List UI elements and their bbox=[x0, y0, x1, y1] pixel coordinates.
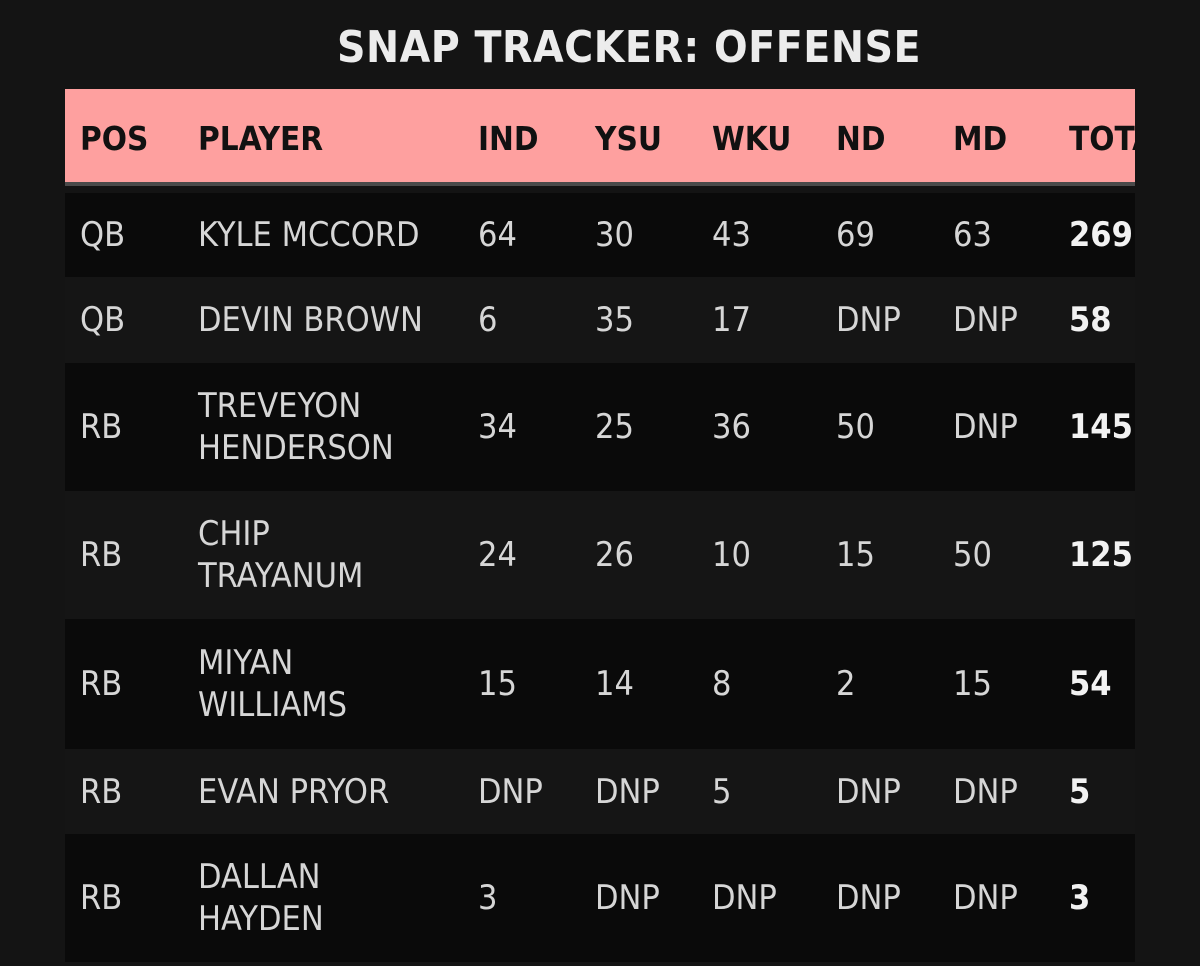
page-title: SNAP TRACKER: OFFENSE bbox=[336, 22, 922, 73]
cell-ind: 24 bbox=[478, 535, 517, 575]
table-row: RB MIYAN WILLIAMS 15 14 8 2 15 54 bbox=[65, 619, 1135, 749]
cell-ind: 34 bbox=[478, 407, 517, 447]
header-pos: POS bbox=[80, 119, 149, 158]
cell-nd: 2 bbox=[836, 664, 856, 704]
cell-wku: DNP bbox=[712, 878, 777, 918]
cell-md: DNP bbox=[953, 878, 1018, 918]
cell-pos: RB bbox=[80, 771, 123, 812]
cell-ysu: 26 bbox=[595, 535, 634, 575]
cell-player: EVAN PRYOR bbox=[198, 771, 390, 812]
cell-wku: 36 bbox=[712, 407, 751, 447]
table-row: RB EVAN PRYOR DNP DNP 5 DNP DNP 5 bbox=[65, 749, 1135, 834]
cell-md: 63 bbox=[953, 215, 992, 255]
cell-total: 145 bbox=[1069, 407, 1133, 447]
cell-total: 269 bbox=[1069, 215, 1133, 255]
cell-wku: 43 bbox=[712, 215, 751, 255]
cell-pos: QB bbox=[80, 215, 126, 255]
cell-nd: 15 bbox=[836, 535, 875, 575]
header-md: MD bbox=[953, 119, 1008, 158]
cell-player: MIYAN WILLIAMS bbox=[198, 643, 348, 725]
cell-total: 5 bbox=[1069, 771, 1091, 812]
cell-ind: 15 bbox=[478, 664, 517, 704]
cell-player: CHIP TRAYANUM bbox=[198, 514, 364, 596]
header-wku: WKU bbox=[712, 119, 792, 158]
cell-nd: DNP bbox=[836, 771, 901, 812]
cell-ind: 3 bbox=[478, 878, 498, 918]
cell-player: TREVEYON HENDERSON bbox=[198, 386, 394, 468]
cell-md: 50 bbox=[953, 535, 992, 575]
header-ysu: YSU bbox=[595, 119, 662, 158]
header-ind: IND bbox=[478, 119, 539, 158]
cell-nd: 50 bbox=[836, 407, 875, 447]
header-total: TOTAL bbox=[1069, 119, 1135, 158]
cell-total: 3 bbox=[1069, 878, 1091, 918]
cell-pos: RB bbox=[80, 535, 123, 575]
table-row: QB DEVIN BROWN 6 35 17 DNP DNP 58 bbox=[65, 277, 1135, 363]
cell-ind: 6 bbox=[478, 300, 498, 340]
header-player: PLAYER bbox=[198, 119, 324, 158]
cell-pos: RB bbox=[80, 664, 123, 704]
cell-ysu: DNP bbox=[595, 771, 660, 812]
table-row: RB CHIP TRAYANUM 24 26 10 15 50 125 bbox=[65, 491, 1135, 619]
cell-md: 15 bbox=[953, 664, 992, 704]
cell-nd: DNP bbox=[836, 878, 901, 918]
cell-wku: 10 bbox=[712, 535, 751, 575]
cell-total: 125 bbox=[1069, 535, 1133, 575]
header-nd: ND bbox=[836, 119, 886, 158]
cell-player: DALLAN HAYDEN bbox=[198, 857, 324, 939]
cell-md: DNP bbox=[953, 407, 1018, 447]
cell-ind: DNP bbox=[478, 771, 543, 812]
cell-ind: 64 bbox=[478, 215, 517, 255]
cell-wku: 5 bbox=[712, 771, 732, 812]
table-row: QB KYLE MCCORD 64 30 43 69 63 269 bbox=[65, 193, 1135, 277]
cell-total: 54 bbox=[1069, 664, 1112, 704]
cell-wku: 8 bbox=[712, 664, 732, 704]
cell-ysu: 14 bbox=[595, 664, 634, 704]
cell-ysu: DNP bbox=[595, 878, 660, 918]
cell-ysu: 30 bbox=[595, 215, 634, 255]
snap-table: POS PLAYER IND YSU WKU ND MD TOTAL QB KY… bbox=[65, 89, 1135, 966]
cell-md: DNP bbox=[953, 771, 1018, 812]
table-row: RB DALLAN HAYDEN 3 DNP DNP DNP DNP 3 bbox=[65, 834, 1135, 962]
table-header: POS PLAYER IND YSU WKU ND MD TOTAL bbox=[65, 89, 1135, 186]
cell-md: DNP bbox=[953, 300, 1018, 340]
cell-ysu: 35 bbox=[595, 300, 634, 340]
cell-player: DEVIN BROWN bbox=[198, 300, 423, 340]
cell-pos: RB bbox=[80, 407, 123, 447]
cell-wku: 17 bbox=[712, 300, 751, 340]
table-row: RB TREVEYON HENDERSON 34 25 36 50 DNP 14… bbox=[65, 363, 1135, 491]
cell-player: KYLE MCCORD bbox=[198, 215, 420, 255]
cell-ysu: 25 bbox=[595, 407, 634, 447]
cell-total: 58 bbox=[1069, 300, 1112, 340]
cell-pos: QB bbox=[80, 300, 126, 340]
cell-nd: DNP bbox=[836, 300, 901, 340]
cell-pos: RB bbox=[80, 878, 123, 918]
cell-nd: 69 bbox=[836, 215, 875, 255]
